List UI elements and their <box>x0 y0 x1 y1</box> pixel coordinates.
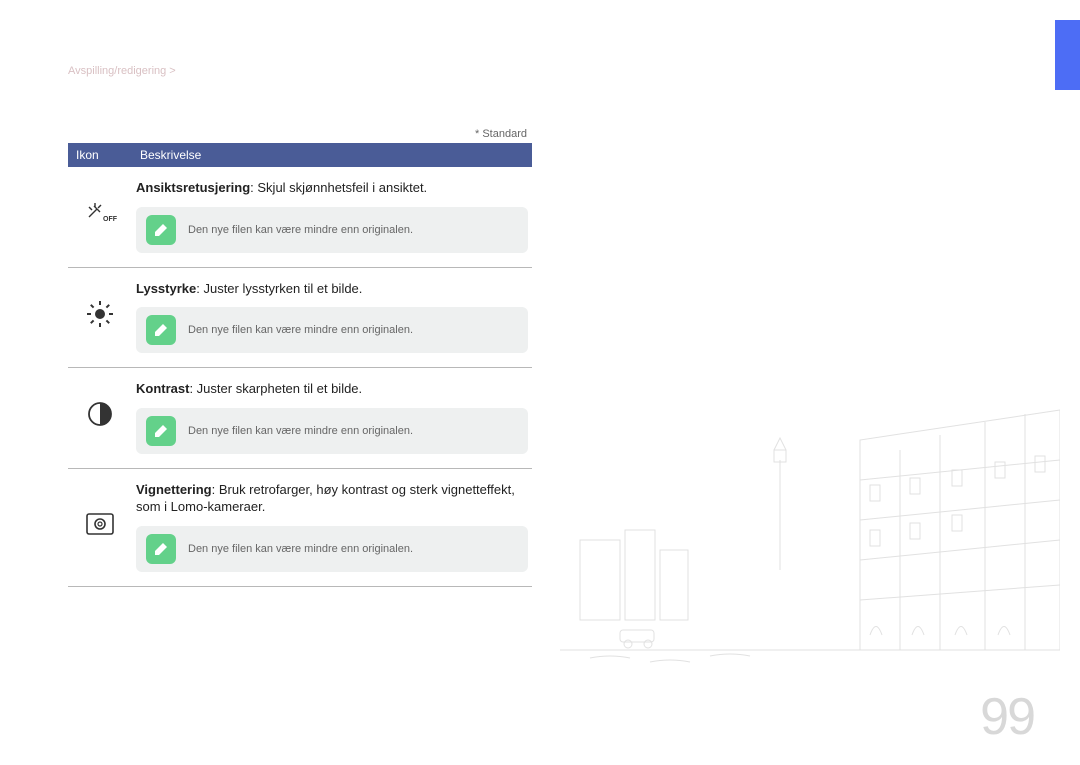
table-row: Vignettering: Bruk retrofarger, høy kont… <box>68 468 532 586</box>
header-desc: Beskrivelse <box>132 143 532 167</box>
contrast-icon <box>68 368 132 469</box>
side-tab <box>1055 20 1080 90</box>
header-icon: Ikon <box>68 143 132 167</box>
pen-icon <box>146 215 176 245</box>
note-text: Den nye filen kan være mindre enn origin… <box>188 425 413 437</box>
row-desc: Vignettering: Bruk retrofarger, høy kont… <box>136 481 528 516</box>
note-box: Den nye filen kan være mindre enn origin… <box>136 408 528 454</box>
face-retouch-off-icon: OFF <box>68 167 132 267</box>
table-row: Lysstyrke: Juster lysstyrken til et bild… <box>68 267 532 368</box>
note-text: Den nye filen kan være mindre enn origin… <box>188 543 413 555</box>
table-header-row: Ikon Beskrivelse <box>68 143 532 167</box>
row-desc: Lysstyrke: Juster lysstyrken til et bild… <box>136 280 528 298</box>
row-desc: Ansiktsretusjering: Skjul skjønnhetsfeil… <box>136 179 528 197</box>
note-box: Den nye filen kan være mindre enn origin… <box>136 307 528 353</box>
table-row: OFF Ansiktsretusjering: Skjul skjønnhets… <box>68 167 532 267</box>
pen-icon <box>146 534 176 564</box>
note-text: Den nye filen kan være mindre enn origin… <box>188 324 413 336</box>
city-illustration <box>560 390 1060 720</box>
note-box: Den nye filen kan være mindre enn origin… <box>136 526 528 572</box>
note-text: Den nye filen kan være mindre enn origin… <box>188 224 413 236</box>
breadcrumb: Avspilling/redigering > <box>68 65 176 77</box>
page-number: 99 <box>980 687 1034 747</box>
brightness-icon <box>68 267 132 368</box>
vignette-icon <box>68 468 132 586</box>
svg-text:OFF: OFF <box>103 216 117 223</box>
row-desc: Kontrast: Juster skarpheten til et bilde… <box>136 380 528 398</box>
standard-note: * Standard <box>475 128 527 140</box>
note-box: Den nye filen kan være mindre enn origin… <box>136 207 528 253</box>
pen-icon <box>146 315 176 345</box>
table-row: Kontrast: Juster skarpheten til et bilde… <box>68 368 532 469</box>
settings-table: Ikon Beskrivelse OFF Ansiktsretusjer <box>68 143 532 587</box>
pen-icon <box>146 416 176 446</box>
